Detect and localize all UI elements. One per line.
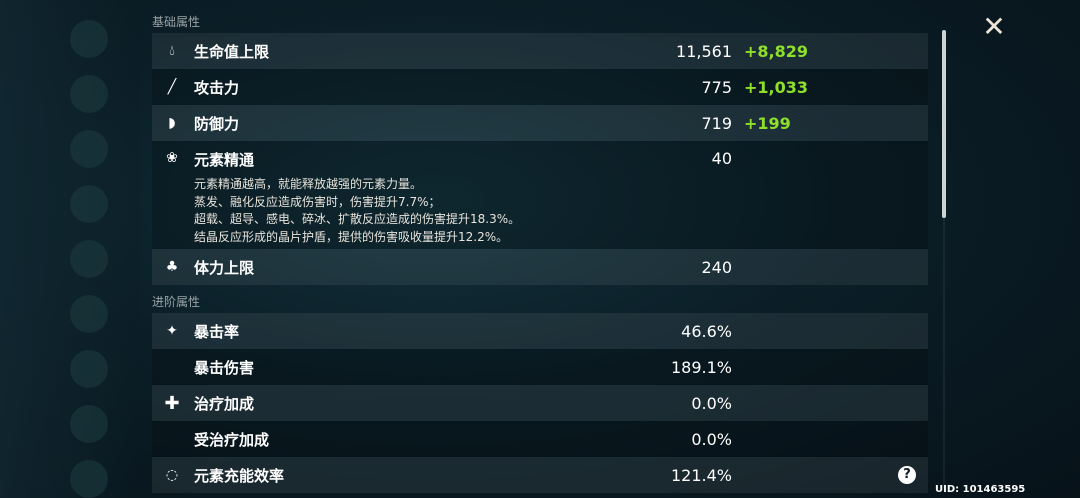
- help-icon[interactable]: ?: [898, 466, 916, 484]
- stat-value: 40: [711, 149, 732, 168]
- desc-line: 元素精通越高，就能释放越强的元素力量。: [194, 177, 423, 191]
- stat-value: 189.1%: [670, 357, 732, 377]
- heal-plus-icon: ✚: [164, 392, 180, 414]
- stat-value: 0.0%: [691, 393, 732, 413]
- desc-line: 蒸发、融化反应造成伤害时，伤害提升7.7%；: [194, 194, 441, 209]
- sword-icon: ╱: [167, 79, 177, 95]
- avatar[interactable]: [70, 295, 108, 333]
- stat-value: 719: [701, 113, 732, 133]
- crit-icon: ✦: [166, 323, 178, 339]
- stat-name: 防御力: [194, 114, 240, 133]
- stat-row-em: ❀ 元素精通 40: [152, 141, 928, 249]
- scrollbar-thumb[interactable]: [942, 30, 946, 218]
- desc-line: 超载、超导、感电、碎冰、扩散反应造成的伤害提升18.3%。: [194, 212, 521, 226]
- section-advanced-title: 进阶属性: [152, 295, 201, 309]
- stat-value: 11,561: [676, 41, 732, 61]
- stat-value: 46.6%: [681, 321, 732, 341]
- avatar[interactable]: [70, 130, 108, 168]
- stat-row-incoming-healing: 受治疗加成 0.0%: [152, 421, 928, 457]
- stat-value: 775: [701, 77, 732, 97]
- scroll-track[interactable]: [943, 218, 945, 488]
- stat-name: 暴击伤害: [194, 358, 255, 377]
- stat-name: 攻击力: [194, 78, 240, 97]
- stat-name: 体力上限: [194, 258, 255, 277]
- hp-drop-icon: 💧︎: [169, 43, 175, 59]
- stat-row-def: ◗ 防御力 719 +199: [152, 105, 928, 141]
- uid-label: UID: 101463595: [935, 484, 1026, 495]
- energy-recharge-icon: ◌: [165, 467, 179, 483]
- stat-bonus: +199: [744, 113, 791, 133]
- stat-row-atk: ╱ 攻击力 775 +1,033: [152, 69, 928, 105]
- avatar[interactable]: [70, 20, 108, 58]
- stat-name: 暴击率: [194, 322, 240, 341]
- stat-row-hp: 💧︎ 生命值上限 11,561 +8,829: [152, 33, 928, 69]
- avatar[interactable]: [70, 240, 108, 278]
- avatar[interactable]: [70, 75, 108, 113]
- stat-name: 生命值上限: [194, 42, 270, 61]
- stat-value: 240: [701, 257, 732, 277]
- avatar[interactable]: [70, 185, 108, 223]
- avatar[interactable]: [70, 460, 108, 498]
- stat-name: 受治疗加成: [194, 430, 270, 449]
- avatar[interactable]: [70, 350, 108, 388]
- stat-value: 0.0%: [691, 429, 732, 449]
- stat-row-stamina: ♣ 体力上限 240: [152, 249, 928, 285]
- character-sidebar: [0, 0, 140, 498]
- stat-row-crit-dmg: 暴击伤害 189.1%: [152, 349, 928, 385]
- stat-bonus: +1,033: [744, 77, 809, 97]
- stamina-icon: ♣: [165, 259, 179, 275]
- section-basic-title: 基础属性: [152, 15, 201, 29]
- stat-value: 121.4%: [670, 465, 732, 485]
- stat-name: 元素精通: [194, 151, 255, 169]
- stat-name: 元素充能效率: [194, 466, 285, 485]
- stat-row-healing: ✚ 治疗加成 0.0%: [152, 385, 928, 421]
- mastery-description: 元素精通越高，就能释放越强的元素力量。 蒸发、融化反应造成伤害时，伤害提升7.7…: [194, 176, 520, 246]
- stat-row-crit-rate: ✦ 暴击率 46.6%: [152, 313, 928, 349]
- stat-row-energy-recharge: ◌ 元素充能效率 121.4%: [152, 457, 928, 493]
- desc-line: 结晶反应形成的晶片护盾，提供的伤害吸收量提升12.2%。: [194, 229, 509, 244]
- elemental-mastery-icon: ❀: [166, 150, 178, 166]
- shield-icon: ◗: [168, 115, 176, 131]
- avatar[interactable]: [70, 405, 108, 443]
- close-icon[interactable]: ✕: [982, 10, 1006, 43]
- stat-bonus: +8,829: [744, 41, 809, 61]
- stat-name: 治疗加成: [194, 394, 255, 413]
